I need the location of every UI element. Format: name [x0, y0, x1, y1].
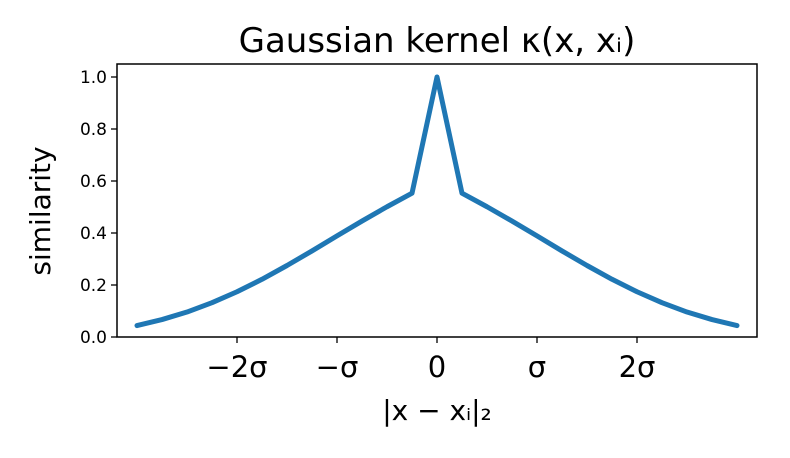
- y-axis-label: similarity: [24, 146, 57, 275]
- series-line: [134, 74, 740, 329]
- plot-frame: [116, 63, 758, 338]
- x-tick-label: σ: [528, 350, 546, 384]
- x-tick-label: 0: [428, 350, 446, 384]
- y-tick-label: 1.0: [80, 68, 107, 88]
- x-tick-label: 2σ: [619, 350, 656, 384]
- y-tick-label: 0.6: [80, 172, 107, 192]
- y-tick-label: 0.8: [80, 120, 107, 140]
- chart-title: Gaussian kernel κ(x, xᵢ): [239, 21, 636, 61]
- x-tick-label: −σ: [316, 350, 359, 384]
- y-tick-label: 0.4: [80, 224, 107, 244]
- x-tick-label: −2σ: [206, 350, 267, 384]
- y-tick-label: 0.0: [80, 328, 107, 348]
- y-tick-label: 0.2: [80, 276, 107, 296]
- x-axis-label: |x − xᵢ|₂: [382, 394, 492, 427]
